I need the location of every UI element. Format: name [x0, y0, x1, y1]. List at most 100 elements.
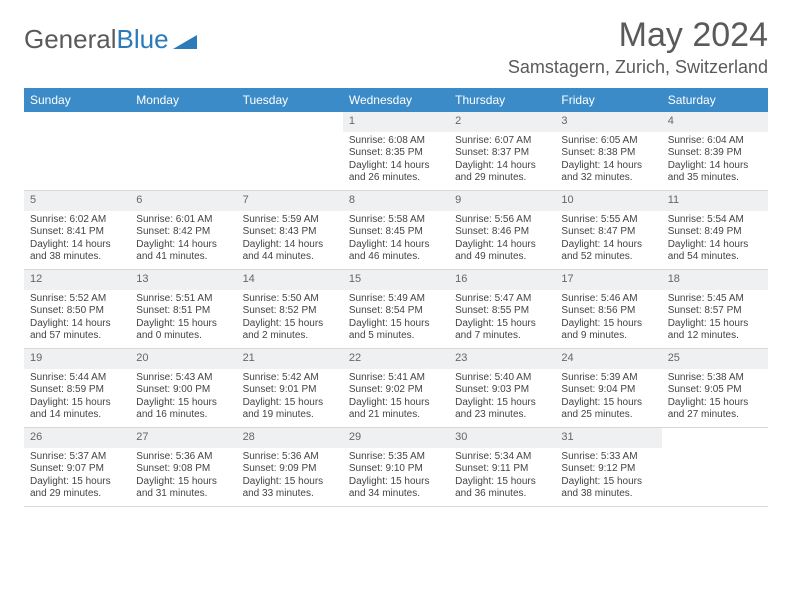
sunrise-line: Sunrise: 6:07 AM: [455, 135, 549, 148]
day-content: Sunrise: 6:01 AMSunset: 8:42 PMDaylight:…: [130, 214, 236, 268]
daylight-line: Daylight: 15 hours and 0 minutes.: [136, 318, 230, 343]
sunset-line: Sunset: 9:09 PM: [243, 463, 337, 476]
calendar: SundayMondayTuesdayWednesdayThursdayFrid…: [24, 88, 768, 507]
dow-header: Monday: [130, 88, 236, 112]
day-number: 3: [555, 112, 661, 132]
day-number: 21: [237, 349, 343, 369]
day-cell: 10Sunrise: 5:55 AMSunset: 8:47 PMDayligh…: [555, 191, 661, 269]
daylight-line: Daylight: 15 hours and 12 minutes.: [668, 318, 762, 343]
daylight-line: Daylight: 15 hours and 7 minutes.: [455, 318, 549, 343]
sunset-line: Sunset: 8:42 PM: [136, 226, 230, 239]
sunset-line: Sunset: 9:00 PM: [136, 384, 230, 397]
daylight-line: Daylight: 15 hours and 29 minutes.: [30, 476, 124, 501]
sunset-line: Sunset: 8:57 PM: [668, 305, 762, 318]
daylight-line: Daylight: 15 hours and 16 minutes.: [136, 397, 230, 422]
daylight-line: Daylight: 14 hours and 54 minutes.: [668, 239, 762, 264]
day-cell: 1Sunrise: 6:08 AMSunset: 8:35 PMDaylight…: [343, 112, 449, 190]
header: GeneralBlue May 2024 Samstagern, Zurich,…: [24, 16, 768, 78]
sunrise-line: Sunrise: 5:35 AM: [349, 451, 443, 464]
day-content: Sunrise: 5:58 AMSunset: 8:45 PMDaylight:…: [343, 214, 449, 268]
sunrise-line: Sunrise: 5:51 AM: [136, 293, 230, 306]
day-cell: 23Sunrise: 5:40 AMSunset: 9:03 PMDayligh…: [449, 349, 555, 427]
sunset-line: Sunset: 8:47 PM: [561, 226, 655, 239]
day-content: Sunrise: 5:34 AMSunset: 9:11 PMDaylight:…: [449, 451, 555, 505]
sunrise-line: Sunrise: 5:52 AM: [30, 293, 124, 306]
daylight-line: Daylight: 14 hours and 35 minutes.: [668, 160, 762, 185]
sunrise-line: Sunrise: 5:33 AM: [561, 451, 655, 464]
sunset-line: Sunset: 8:56 PM: [561, 305, 655, 318]
sunrise-line: Sunrise: 5:50 AM: [243, 293, 337, 306]
day-cell: 19 Sunrise: 5:44 AMSunset: 8:59 PMDayligh…: [24, 349, 130, 427]
day-number: 28: [237, 428, 343, 448]
day-content: Sunrise: 6:05 AMSunset: 8:38 PMDaylight:…: [555, 135, 661, 189]
day-number: 27: [130, 428, 236, 448]
sunset-line: Sunset: 9:03 PM: [455, 384, 549, 397]
day-content: Sunrise: 5:44 AMSunset: 8:59 PMDaylight:…: [24, 372, 130, 426]
day-cell: 9Sunrise: 5:56 AMSunset: 8:46 PMDaylight…: [449, 191, 555, 269]
day-cell: 13 Sunrise: 5:51 AMSunset: 8:51 PMDayligh…: [130, 270, 236, 348]
day-content: Sunrise: 5:37 AMSunset: 9:07 PMDaylight:…: [24, 451, 130, 505]
sunset-line: Sunset: 8:45 PM: [349, 226, 443, 239]
sunset-line: Sunset: 9:12 PM: [561, 463, 655, 476]
day-number: 15: [343, 270, 449, 290]
sunrise-line: Sunrise: 5:45 AM: [668, 293, 762, 306]
week-row: 5Sunrise: 6:02 AMSunset: 8:41 PMDaylight…: [24, 191, 768, 270]
day-cell: 15 Sunrise: 5:49 AMSunset: 8:54 PMDayligh…: [343, 270, 449, 348]
day-content: Sunrise: 5:49 AMSunset: 8:54 PMDaylight:…: [343, 293, 449, 347]
sunrise-line: Sunrise: 5:46 AM: [561, 293, 655, 306]
sunrise-line: Sunrise: 6:04 AM: [668, 135, 762, 148]
daylight-line: Daylight: 15 hours and 25 minutes.: [561, 397, 655, 422]
day-number: 19: [24, 349, 130, 369]
daylight-line: Daylight: 15 hours and 27 minutes.: [668, 397, 762, 422]
day-content: Sunrise: 5:33 AMSunset: 9:12 PMDaylight:…: [555, 451, 661, 505]
day-cell: [662, 428, 768, 506]
sunset-line: Sunset: 8:52 PM: [243, 305, 337, 318]
day-cell: 16Sunrise: 5:47 AMSunset: 8:55 PMDayligh…: [449, 270, 555, 348]
day-cell: 6 Sunrise: 6:01 AMSunset: 8:42 PMDaylight…: [130, 191, 236, 269]
sunrise-line: Sunrise: 6:02 AM: [30, 214, 124, 227]
dow-header: Saturday: [662, 88, 768, 112]
day-cell: 11Sunrise: 5:54 AMSunset: 8:49 PMDayligh…: [662, 191, 768, 269]
day-cell: 24Sunrise: 5:39 AMSunset: 9:04 PMDayligh…: [555, 349, 661, 427]
dow-header: Friday: [555, 88, 661, 112]
logo: GeneralBlue: [24, 16, 197, 55]
daylight-line: Daylight: 14 hours and 29 minutes.: [455, 160, 549, 185]
day-number: 29: [343, 428, 449, 448]
week-row: 19 Sunrise: 5:44 AMSunset: 8:59 PMDayligh…: [24, 349, 768, 428]
day-content: Sunrise: 6:08 AMSunset: 8:35 PMDaylight:…: [343, 135, 449, 189]
sunrise-line: Sunrise: 5:59 AM: [243, 214, 337, 227]
day-cell: 18Sunrise: 5:45 AMSunset: 8:57 PMDayligh…: [662, 270, 768, 348]
sunrise-line: Sunrise: 5:36 AM: [243, 451, 337, 464]
dow-header: Sunday: [24, 88, 130, 112]
sunrise-line: Sunrise: 5:56 AM: [455, 214, 549, 227]
day-content: Sunrise: 5:47 AMSunset: 8:55 PMDaylight:…: [449, 293, 555, 347]
day-number: 5: [24, 191, 130, 211]
sunrise-line: Sunrise: 5:47 AM: [455, 293, 549, 306]
day-number: 20: [130, 349, 236, 369]
sunset-line: Sunset: 9:04 PM: [561, 384, 655, 397]
day-number: 6: [130, 191, 236, 211]
day-number: 14: [237, 270, 343, 290]
day-content: Sunrise: 5:40 AMSunset: 9:03 PMDaylight:…: [449, 372, 555, 426]
daylight-line: Daylight: 14 hours and 46 minutes.: [349, 239, 443, 264]
day-cell: 17Sunrise: 5:46 AMSunset: 8:56 PMDayligh…: [555, 270, 661, 348]
sunrise-line: Sunrise: 5:37 AM: [30, 451, 124, 464]
day-content: Sunrise: 5:56 AMSunset: 8:46 PMDaylight:…: [449, 214, 555, 268]
day-cell: 31Sunrise: 5:33 AMSunset: 9:12 PMDayligh…: [555, 428, 661, 506]
day-number: 26: [24, 428, 130, 448]
day-content: Sunrise: 5:55 AMSunset: 8:47 PMDaylight:…: [555, 214, 661, 268]
day-content: Sunrise: 5:51 AMSunset: 8:51 PMDaylight:…: [130, 293, 236, 347]
logo-text-1: General: [24, 24, 117, 55]
sunset-line: Sunset: 8:43 PM: [243, 226, 337, 239]
day-content: Sunrise: 5:36 AMSunset: 9:09 PMDaylight:…: [237, 451, 343, 505]
sunrise-line: Sunrise: 5:44 AM: [30, 372, 124, 385]
day-content: Sunrise: 5:46 AMSunset: 8:56 PMDaylight:…: [555, 293, 661, 347]
sunset-line: Sunset: 8:39 PM: [668, 147, 762, 160]
sunrise-line: Sunrise: 5:49 AM: [349, 293, 443, 306]
day-number: 13: [130, 270, 236, 290]
dow-header: Tuesday: [237, 88, 343, 112]
day-cell: 8Sunrise: 5:58 AMSunset: 8:45 PMDaylight…: [343, 191, 449, 269]
daylight-line: Daylight: 15 hours and 14 minutes.: [30, 397, 124, 422]
sunset-line: Sunset: 8:35 PM: [349, 147, 443, 160]
day-cell: [24, 112, 130, 190]
